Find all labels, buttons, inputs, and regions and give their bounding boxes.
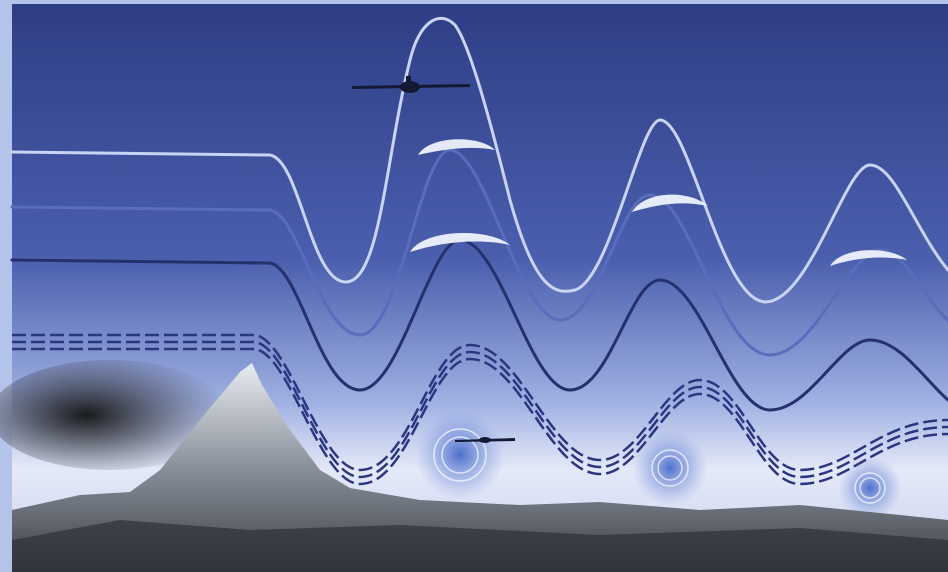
page [0,0,948,572]
mountain-wave-illustration [0,0,948,572]
